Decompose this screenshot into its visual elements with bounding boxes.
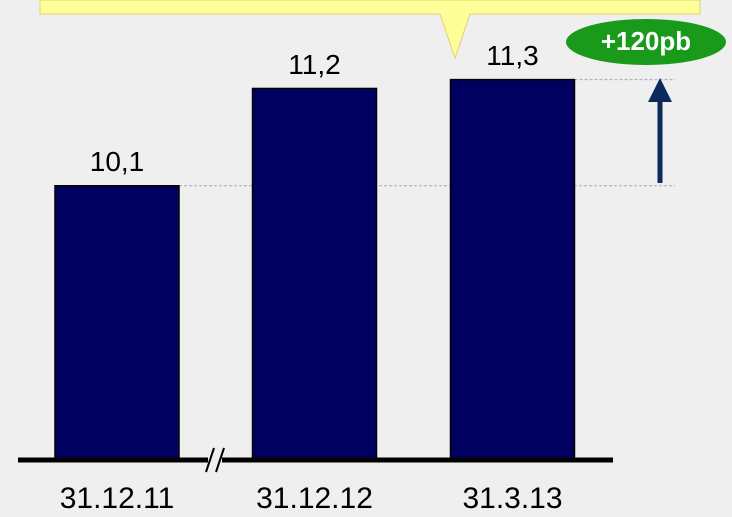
- value-label: 11,3: [486, 40, 538, 71]
- axis-break: [205, 447, 215, 473]
- x-tick-label: 31.12.11: [60, 482, 175, 515]
- value-label: 11,2: [288, 49, 340, 80]
- bar: [449, 78, 576, 461]
- x-tick-label: 31.3.13: [462, 482, 562, 515]
- callout: [39, 0, 701, 60]
- value-label: 10,1: [90, 146, 145, 177]
- badge: [566, 19, 726, 65]
- bar: [251, 87, 378, 461]
- x-tick-label: 31.12.12: [256, 482, 373, 515]
- annotation: +120pb: [601, 26, 691, 56]
- bar: [54, 185, 180, 461]
- axis-break: [215, 447, 225, 473]
- arrow-head: [648, 78, 672, 102]
